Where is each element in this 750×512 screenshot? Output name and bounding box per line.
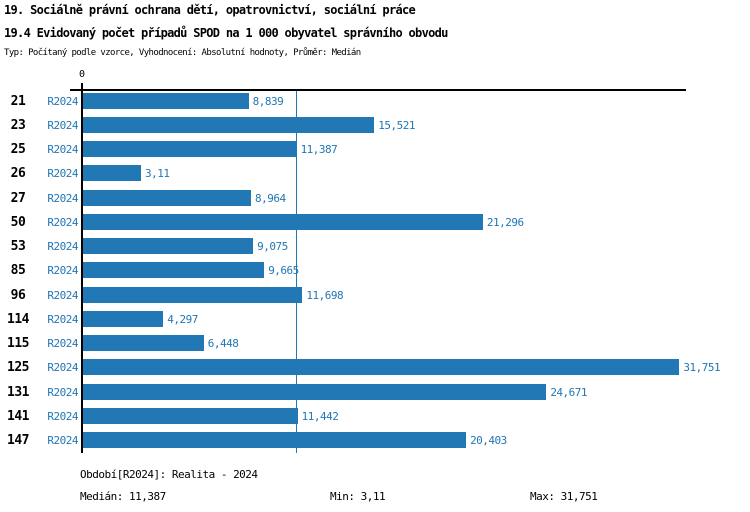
x-axis-line bbox=[70, 89, 686, 91]
y-axis-line bbox=[80, 83, 83, 453]
bar-value-label: 8,964 bbox=[255, 191, 286, 205]
bar-value-label: 9,075 bbox=[257, 240, 288, 253]
row-category-label: 85 bbox=[10, 263, 26, 279]
row-category-label: 26 bbox=[10, 166, 26, 182]
indicator-title: 19.4 Evidovaný počet případů SPOD na 1 0… bbox=[4, 26, 448, 40]
bar bbox=[82, 213, 483, 230]
bar-value-label: 11,387 bbox=[300, 143, 338, 156]
bar bbox=[82, 407, 298, 424]
row-series-label: R2024 bbox=[47, 434, 78, 447]
bar bbox=[82, 116, 375, 133]
row-series-label: R2024 bbox=[47, 118, 78, 132]
footer-max-stat: Max: 31,751 bbox=[530, 490, 598, 503]
bar-value-label: 11,698 bbox=[306, 288, 344, 302]
footer-min-stat: Min: 3,11 bbox=[330, 490, 386, 503]
row-category-label: 25 bbox=[10, 142, 26, 157]
row-series-label: R2024 bbox=[47, 409, 78, 423]
row-series-label: R2024 bbox=[47, 94, 78, 108]
bar bbox=[82, 238, 254, 254]
bar-value-label: 4,297 bbox=[167, 312, 198, 326]
bar-value-label: 31,751 bbox=[683, 361, 721, 375]
row-series-label: R2024 bbox=[47, 240, 78, 253]
row-category-label: 147 bbox=[7, 433, 29, 448]
bar-value-label: 8,839 bbox=[252, 94, 284, 108]
row-category-label: 21 bbox=[10, 93, 26, 109]
row-category-label: 53 bbox=[10, 239, 26, 254]
bar bbox=[82, 359, 680, 376]
bar-value-label: 24,671 bbox=[550, 385, 588, 399]
bar bbox=[82, 335, 204, 351]
bar bbox=[82, 432, 467, 448]
row-category-label: 23 bbox=[10, 117, 26, 133]
median-reference-line bbox=[295, 91, 298, 453]
row-category-label: 27 bbox=[10, 190, 26, 206]
footer-median-stat: Medián: 11,387 bbox=[80, 490, 166, 503]
row-series-label: R2024 bbox=[47, 361, 78, 375]
bar-value-label: 21,296 bbox=[486, 215, 524, 229]
bar bbox=[82, 92, 249, 109]
row-series-label: R2024 bbox=[47, 288, 78, 302]
row-series-label: R2024 bbox=[47, 191, 78, 205]
bar bbox=[82, 165, 141, 182]
bar bbox=[82, 310, 164, 327]
row-category-label: 114 bbox=[7, 311, 29, 327]
bar-value-label: 11,442 bbox=[301, 409, 339, 423]
row-category-label: 141 bbox=[7, 408, 29, 424]
row-series-label: R2024 bbox=[47, 215, 78, 229]
row-category-label: 125 bbox=[7, 360, 29, 376]
row-category-label: 96 bbox=[10, 287, 26, 303]
row-category-label: 131 bbox=[7, 384, 29, 400]
row-series-label: R2024 bbox=[47, 264, 78, 278]
bar bbox=[82, 383, 547, 400]
x-axis-zero-tick-label: 0 bbox=[78, 69, 86, 80]
bar bbox=[82, 286, 303, 303]
row-category-label: 50 bbox=[10, 214, 26, 230]
bar-value-label: 9,665 bbox=[268, 264, 299, 278]
bar-value-label: 15,521 bbox=[378, 118, 416, 132]
bar bbox=[82, 262, 265, 279]
bar-value-label: 3,11 bbox=[144, 167, 170, 181]
bar-value-label: 20,403 bbox=[470, 434, 507, 447]
bar bbox=[82, 141, 297, 157]
row-category-label: 115 bbox=[7, 336, 29, 351]
row-series-label: R2024 bbox=[47, 167, 78, 181]
bar bbox=[82, 189, 252, 206]
chart-meta: Typ: Počítaný podle vzorce, Vyhodnocení:… bbox=[4, 48, 361, 58]
row-series-label: R2024 bbox=[47, 143, 78, 156]
row-series-label: R2024 bbox=[47, 337, 78, 350]
row-series-label: R2024 bbox=[47, 385, 78, 399]
row-series-label: R2024 bbox=[47, 312, 78, 326]
footer-period-label: Období[R2024]: Realita - 2024 bbox=[80, 468, 258, 481]
bar-value-label: 6,448 bbox=[207, 337, 239, 350]
page-title: 19. Sociálně právní ochrana dětí, opatro… bbox=[4, 3, 416, 17]
